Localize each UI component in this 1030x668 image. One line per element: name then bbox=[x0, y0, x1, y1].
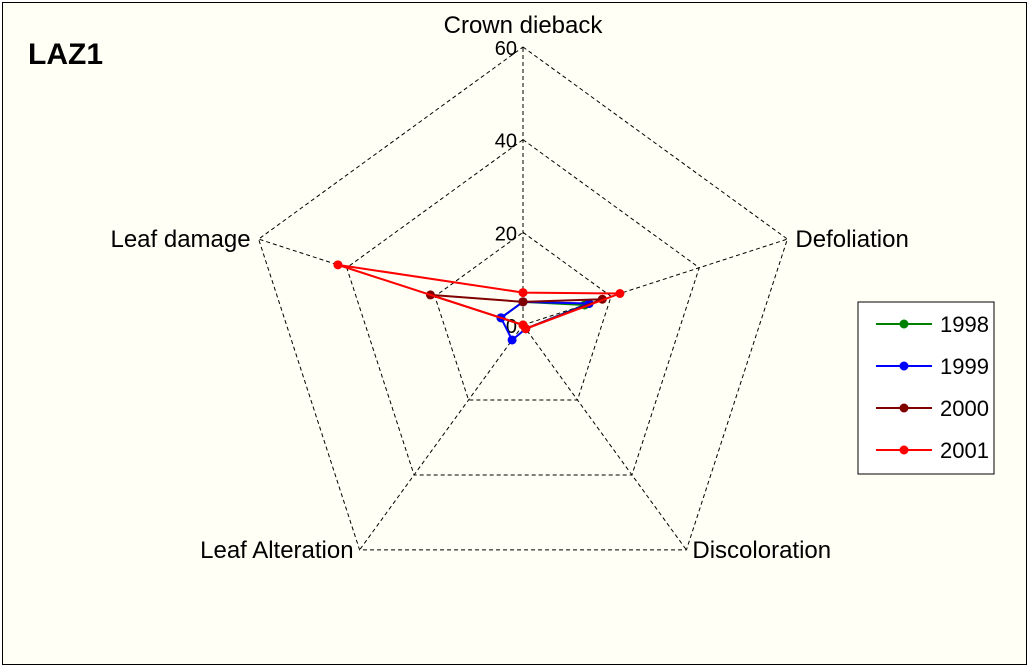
legend-box bbox=[857, 301, 995, 475]
data-point bbox=[333, 260, 343, 270]
data-point bbox=[615, 289, 625, 299]
legend-item: 1999 bbox=[876, 354, 989, 379]
radial-tick-label: 40 bbox=[495, 131, 517, 153]
axis-label: Crown dieback bbox=[444, 12, 604, 39]
axis-label: Discoloration bbox=[692, 537, 831, 564]
series-2001 bbox=[333, 260, 625, 334]
radial-tick-label: 0 bbox=[506, 316, 517, 338]
legend-swatch-marker bbox=[899, 319, 909, 329]
grid-spoke bbox=[258, 238, 524, 326]
data-point bbox=[507, 335, 517, 345]
data-point bbox=[518, 320, 528, 330]
axis-labels: Crown dieback Defoliation Discoloration Lea… bbox=[110, 12, 908, 564]
axis-label: Defoliation bbox=[795, 226, 908, 253]
legend-item: 2001 bbox=[876, 438, 989, 463]
series-layer bbox=[333, 260, 625, 345]
grid-spoke bbox=[359, 324, 524, 551]
radial-tick-label: 20 bbox=[495, 223, 517, 245]
series-line bbox=[499, 300, 590, 342]
grid-spoke bbox=[522, 324, 687, 551]
grid-ring bbox=[258, 46, 788, 551]
legend-swatch-marker bbox=[899, 361, 909, 371]
chart-title: LAZ1 bbox=[28, 38, 103, 71]
data-point bbox=[518, 297, 528, 307]
radial-tick-label: 60 bbox=[495, 38, 517, 60]
legend-label: 2001 bbox=[940, 438, 989, 463]
legend: 1998 1999 2000 2001 bbox=[857, 301, 995, 475]
grid-spoke bbox=[522, 238, 788, 326]
axis-label: Leaf damage bbox=[110, 226, 250, 253]
data-point bbox=[518, 288, 528, 298]
legend-swatch-marker bbox=[899, 445, 909, 455]
legend-label: 1998 bbox=[940, 312, 989, 337]
axis-label: Leaf Alteration bbox=[200, 537, 353, 564]
radial-ticks: 0 20 40 60 bbox=[495, 38, 517, 338]
legend-label: 1999 bbox=[940, 354, 989, 379]
legend-item: 2000 bbox=[876, 396, 989, 421]
radar-grid bbox=[258, 46, 788, 551]
legend-item: 1998 bbox=[876, 312, 989, 337]
series-line bbox=[337, 263, 621, 330]
legend-swatch-marker bbox=[899, 403, 909, 413]
legend-label: 2000 bbox=[940, 396, 989, 421]
